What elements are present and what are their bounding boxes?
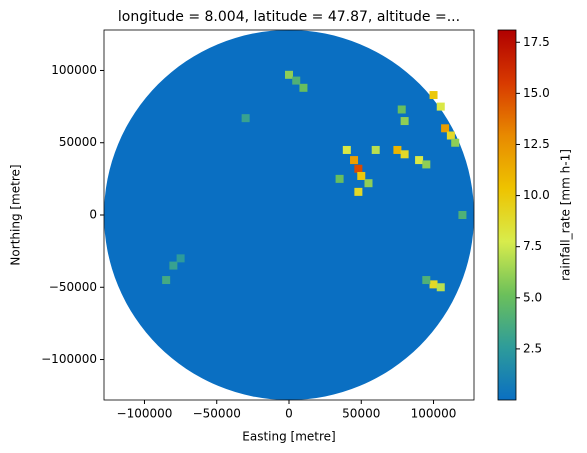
rain-cell	[415, 156, 424, 165]
rain-cell	[400, 117, 409, 126]
rain-cell	[446, 131, 455, 140]
y-axis-label: Northing [metre]	[9, 164, 23, 265]
rain-cell	[441, 124, 450, 133]
rain-cell	[342, 145, 351, 154]
y-tick-label: −50000	[49, 280, 97, 294]
x-axis-label: Easting [metre]	[242, 430, 335, 444]
rain-cell	[422, 160, 431, 169]
rain-cell	[292, 76, 301, 85]
rain-cell	[397, 105, 406, 114]
rain-cell	[429, 91, 438, 100]
rain-cell	[400, 150, 409, 159]
rain-cell	[350, 156, 359, 165]
colorbar	[497, 29, 517, 401]
colorbar-label: rainfall_rate [mm h-1]	[559, 149, 573, 281]
x-tick-label: 100000	[411, 407, 457, 421]
rain-cell	[429, 280, 438, 289]
y-tick-label: 0	[89, 208, 97, 222]
colorbar-tick-label: 5.0	[523, 290, 542, 304]
x-tick-label: −100000	[117, 407, 173, 421]
rain-cell	[335, 174, 344, 183]
rain-cell	[422, 276, 431, 285]
rain-cell	[436, 283, 445, 292]
chart-title: longitude = 8.004, latitude = 47.87, alt…	[118, 9, 460, 25]
rain-cell	[354, 187, 363, 196]
rain-cell	[169, 261, 178, 270]
x-tick-label: 50000	[342, 407, 380, 421]
colorbar-tick-label: 2.5	[523, 341, 542, 355]
y-tick-label: 50000	[59, 135, 97, 149]
rain-cell	[357, 171, 366, 180]
colorbar-tick-label: 17.5	[523, 35, 550, 49]
radar-coverage	[104, 30, 474, 400]
colorbar-tick-label: 15.0	[523, 86, 550, 100]
y-tick-label: −100000	[41, 352, 97, 366]
rain-cell	[299, 83, 308, 92]
rain-cell	[436, 102, 445, 111]
rain-cell	[371, 145, 380, 154]
rain-cell	[176, 254, 185, 263]
x-tick-label: −50000	[193, 407, 241, 421]
x-tick-label: 0	[285, 407, 293, 421]
rain-cell	[354, 164, 363, 173]
y-tick-label: 100000	[51, 63, 97, 77]
colorbar-tick-label: 7.5	[523, 239, 542, 253]
rain-cell	[458, 211, 467, 219]
rain-cell	[393, 145, 402, 154]
rain-cell	[241, 114, 250, 123]
rain-cell	[451, 138, 460, 147]
plot-area	[104, 30, 474, 400]
colorbar-tick-label: 10.0	[523, 188, 550, 202]
rain-cell	[162, 276, 171, 285]
colorbar-tick-label: 12.5	[523, 137, 550, 151]
rain-cell	[285, 70, 293, 79]
rain-cell	[364, 179, 373, 188]
